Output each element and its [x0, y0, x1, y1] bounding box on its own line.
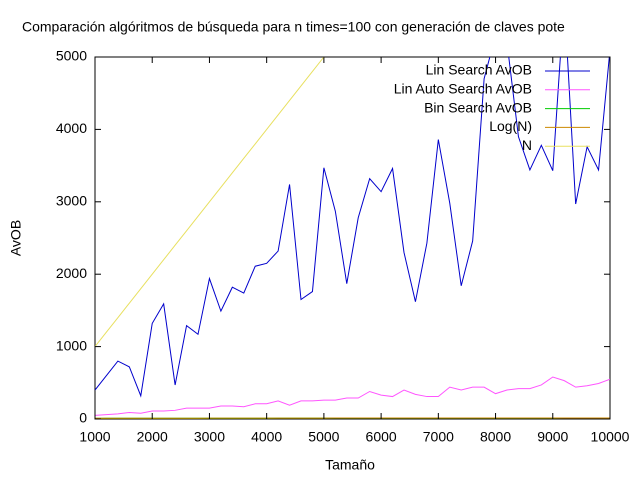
plot-area — [95, 57, 610, 419]
legend-label: Log(N) — [489, 118, 532, 134]
x-tick-label: 3000 — [194, 429, 225, 445]
x-tick-label: 6000 — [366, 429, 397, 445]
series-line — [95, 57, 610, 398]
legend-label: N — [522, 137, 532, 153]
y-axis-label: AvOB — [8, 220, 24, 256]
legend-label: Bin Search AvOB — [424, 99, 532, 115]
x-axis-label: Tamaño — [325, 457, 375, 473]
x-tick-label: 4000 — [251, 429, 282, 445]
x-tick-label: 10000 — [591, 429, 630, 445]
y-tick-label: 3000 — [56, 193, 87, 209]
plot-border — [94, 56, 611, 420]
y-tick-label: 2000 — [56, 265, 87, 281]
legend-label: Lin Search AvOB — [426, 62, 532, 78]
x-tick-label: 9000 — [537, 429, 568, 445]
chart-title: Comparación algóritmos de búsqueda para … — [22, 19, 565, 35]
x-tick-label: 7000 — [423, 429, 454, 445]
x-tick-label: 8000 — [480, 429, 511, 445]
legend-label: Lin Auto Search AvOB — [394, 81, 532, 97]
x-tick-label: 2000 — [137, 429, 168, 445]
y-tick-label: 5000 — [56, 48, 87, 64]
series-line — [95, 376, 610, 416]
y-tick-label: 0 — [79, 410, 87, 426]
y-tick-label: 1000 — [56, 337, 87, 353]
series-line — [95, 57, 325, 347]
x-tick-label: 1000 — [79, 429, 110, 445]
x-tick-label: 5000 — [308, 429, 339, 445]
y-tick-label: 4000 — [56, 120, 87, 136]
